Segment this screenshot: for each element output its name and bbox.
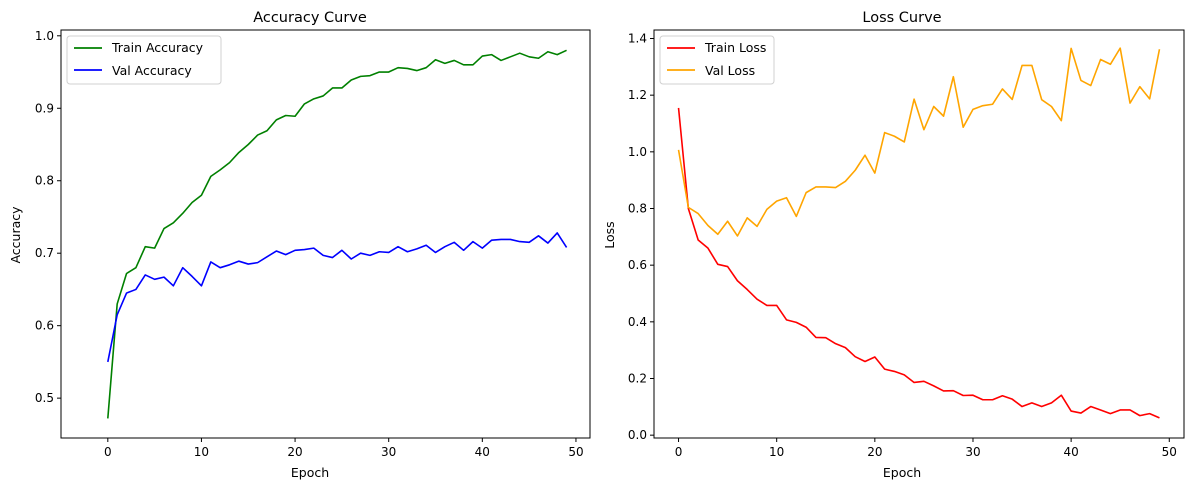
series-layer: [107, 49, 568, 419]
y-axis-label: Loss: [602, 221, 617, 248]
legend-label-val-accuracy: Val Accuracy: [112, 63, 192, 78]
series-line-train-accuracy: [107, 49, 567, 419]
y-tick-label: 1.2: [628, 88, 647, 102]
x-tick-label: 50: [568, 445, 583, 459]
chart-title: Accuracy Curve: [253, 10, 367, 26]
x-tick-label: 40: [1063, 445, 1078, 459]
series-layer: [677, 47, 1161, 419]
y-tick-label: 0.6: [628, 258, 647, 272]
accuracy-chart: Accuracy Curve Epoch Accuracy 0 10 20 30 40 5…: [8, 10, 591, 480]
y-tick-label: 0.5: [35, 391, 54, 405]
y-tick-label: 0.9: [35, 101, 54, 115]
x-tick-label: 20: [287, 445, 302, 459]
legend-label-train-loss: Train Loss: [704, 40, 766, 55]
x-tick-label: 30: [381, 445, 396, 459]
x-tick-label: 20: [867, 445, 882, 459]
loss-chart: Loss Curve Epoch Loss 0 10 20 30 40 500.00.20…: [602, 10, 1185, 480]
x-tick-label: 0: [675, 445, 683, 459]
chart-title: Loss Curve: [862, 10, 941, 26]
y-tick-label: 0.0: [628, 428, 647, 442]
legend-box: [66, 35, 222, 85]
legend-label-train-accuracy: Train Accuracy: [111, 40, 204, 55]
x-axis-label: Epoch: [291, 465, 329, 480]
plot-frame: [653, 29, 1185, 439]
x-tick-label: 10: [769, 445, 784, 459]
x-tick-label: 0: [104, 445, 112, 459]
plot-frame: [60, 29, 591, 439]
y-tick-label: 0.6: [35, 319, 54, 333]
legend: Train Loss Val Loss: [659, 35, 775, 85]
y-tick-label: 0.8: [35, 174, 54, 188]
y-tick-label: 1.0: [35, 29, 54, 43]
x-tick-label: 30: [965, 445, 980, 459]
ticks-layer: 0 10 20 30 40 50 0.0 0.2 0.4 0.6 0.8 1.0 1.2 1.4: [628, 32, 1177, 460]
y-tick-label: 1.4: [628, 32, 647, 46]
x-tick-label: 10: [194, 445, 209, 459]
x-tick-label: 40: [475, 445, 490, 459]
y-tick-label: 0.4: [628, 315, 647, 329]
series-line-train-loss: [677, 107, 1160, 419]
x-axis-label: Epoch: [883, 465, 921, 480]
ticks-layer: 0 10 20 30 40 50 0.5 0.6 0.7 0.8 0.9 1.0: [35, 29, 584, 459]
y-tick-label: 1.0: [628, 145, 647, 159]
y-tick-label: 0.2: [628, 372, 647, 386]
y-axis-label: Accuracy: [8, 206, 23, 264]
legend: Train Accuracy Val Accuracy: [66, 35, 222, 85]
legend-label-val-loss: Val Loss: [705, 63, 755, 78]
series-line-val-loss: [677, 47, 1161, 237]
y-tick-label: 0.8: [628, 202, 647, 216]
y-tick-label: 0.7: [35, 246, 54, 260]
x-tick-label: 50: [1162, 445, 1177, 459]
series-line-val-accuracy: [107, 232, 568, 363]
